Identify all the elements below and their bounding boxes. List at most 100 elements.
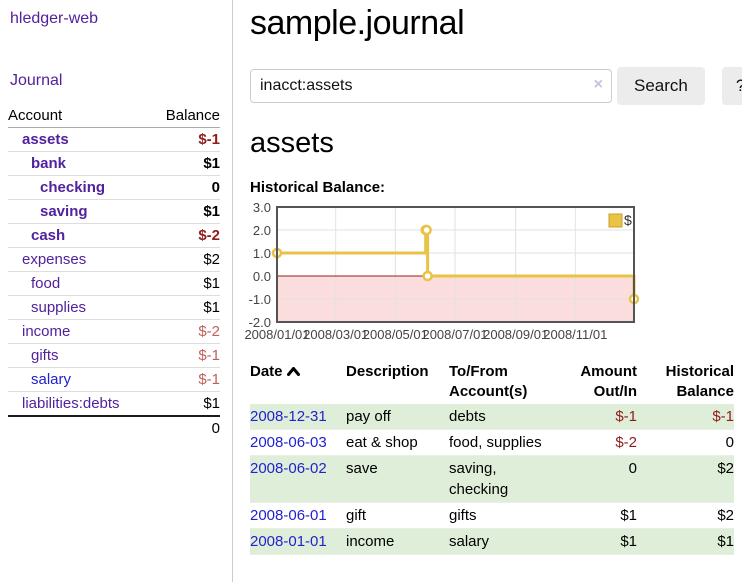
transaction-date-link[interactable]: 2008-06-02 [250,460,327,477]
account-balance: $-1 [198,131,220,148]
clear-search-icon[interactable]: × [593,76,603,93]
svg-text:-1.0: -1.0 [249,292,271,307]
register-cell-balance: 0 [725,434,734,451]
chart-label: Historical Balance: [250,179,386,196]
register-header-accounts: To/From Account(s) [449,363,528,400]
register-cell-description: gift [346,507,367,524]
register-row: 2008-06-02 save saving, checking 0 $2 [250,455,734,503]
svg-text:2.0: 2.0 [253,223,271,238]
register-cell-description: pay off [346,408,391,425]
svg-text:$: $ [624,212,632,228]
register-row: 2008-12-31 pay off debts $-1 $-1 [250,404,734,430]
svg-text:0.0: 0.0 [253,269,271,284]
transaction-date-link[interactable]: 2008-06-01 [250,507,327,524]
page-title: sample.journal [250,4,465,42]
account-balance: $-2 [198,227,220,244]
register-cell-accounts: food, supplies [449,434,542,451]
account-row: cash $-2 [8,224,220,248]
register-cell-description: income [346,533,395,550]
register-cell-date: 2008-06-03 [250,430,346,456]
accounts-header-balance: Balance [165,107,220,124]
svg-text:2008/05/01: 2008/05/01 [363,327,428,342]
sidebar-account-link-food[interactable]: food [31,275,61,292]
account-balance: 0 [211,179,220,196]
transaction-date-link[interactable]: 2008-12-31 [250,408,327,425]
sidebar-account-link-income[interactable]: income [22,323,71,340]
register-cell-balance: $1 [717,533,734,550]
accounts-table-header: Account Balance [8,104,220,128]
account-row: income $-2 [8,320,220,344]
account-row: supplies $1 [8,296,220,320]
account-balance: $1 [203,395,220,412]
register-cell-date: 2008-06-01 [250,503,346,529]
account-row: liabilities:debts $1 [8,392,220,416]
register-cell-amount: 0 [628,460,637,477]
account-row: expenses $2 [8,248,220,272]
sidebar-account-link-cash[interactable]: cash [31,227,66,244]
sort-ascending-icon [286,362,300,382]
sidebar-item-journal[interactable]: Journal [10,72,63,89]
register-cell-amount: $-2 [615,434,637,451]
accounts-header-account: Account [8,107,63,124]
historical-balance-chart[interactable]: $3.0 2.0 1.0 0.0 -1.0 -2.0 2008/01/01 2008/03/0… [241,200,661,343]
svg-text:2008/03/01: 2008/03/01 [303,327,368,342]
account-balance: $-1 [198,347,220,364]
svg-text:1.0: 1.0 [253,246,271,261]
account-balance: $1 [203,155,220,172]
account-heading: assets [250,127,334,159]
register-row: 2008-01-01 income salary $1 $1 [250,528,734,555]
register-cell-accounts: debts [449,408,486,425]
account-row: checking 0 [8,176,220,200]
account-row: gifts $-1 [8,344,220,368]
sidebar-account-link-expenses[interactable]: expenses [22,251,87,268]
sidebar-account-link-assets[interactable]: assets [22,131,69,148]
transaction-date-link[interactable]: 2008-01-01 [250,533,327,550]
svg-text:-2.0: -2.0 [249,315,271,330]
search-bar: × Search ? [250,67,742,105]
register-cell-description: save [346,460,378,477]
sidebar-account-link-gifts[interactable]: gifts [31,347,59,364]
register-header-description: Description [346,363,429,380]
register-cell-date: 2008-01-01 [250,529,346,555]
sidebar-account-link-checking[interactable]: checking [40,179,106,196]
register-row: 2008-06-03 eat & shop food, supplies $-2 0 [250,430,734,456]
account-row: salary $-1 [8,368,220,392]
svg-text:2008/07/01: 2008/07/01 [422,327,487,342]
register-header-balance: Historical Balance [665,363,734,400]
sidebar-account-link-bank[interactable]: bank [31,155,67,172]
account-row: assets $-1 [8,128,220,152]
account-row: saving $1 [8,200,220,224]
accounts-total-value: 0 [211,419,220,437]
register-header-amount: Amount Out/In [580,363,637,400]
register-cell-date: 2008-12-31 [250,404,346,430]
accounts-total-row: 0 [8,415,220,439]
sidebar-account-link-saving[interactable]: saving [40,203,88,220]
account-balance: $1 [203,203,220,220]
accounts-table: Account Balance assets $-1 bank $1 checking 0… [8,104,220,439]
register-row: 2008-06-01 gift gifts $1 $2 [250,503,734,529]
search-box: × [250,69,612,103]
register-cell-accounts: gifts [449,507,477,524]
register-cell-date: 2008-06-02 [250,456,346,503]
register-cell-amount: $1 [620,533,637,550]
register-cell-balance: $2 [717,460,734,477]
account-balance: $-1 [198,371,220,388]
account-balance: $1 [203,299,220,316]
svg-text:2008/11/01: 2008/11/01 [543,327,607,342]
sidebar-account-link-supplies[interactable]: supplies [31,299,87,316]
app-title-link[interactable]: hledger-web [10,10,99,27]
svg-text:3.0: 3.0 [253,200,271,215]
transaction-date-link[interactable]: 2008-06-03 [250,434,327,451]
search-button[interactable]: Search [617,67,705,105]
sidebar: hledger-web Journal Account Balance asse… [0,0,233,582]
account-balance: $2 [203,251,220,268]
register-table-header: Date Description To/From Account(s) Amou… [250,360,734,404]
register-cell-balance: $-1 [712,408,734,425]
search-input[interactable] [250,69,612,103]
help-button[interactable]: ? [721,67,742,105]
sidebar-account-link-salary[interactable]: salary [31,371,72,388]
svg-text:2008/01/01: 2008/01/01 [244,327,309,342]
register-header-date: Date [250,360,346,404]
register-cell-accounts: saving, checking [449,460,509,498]
sidebar-account-link-liabilities-debts[interactable]: liabilities:debts [22,395,120,412]
